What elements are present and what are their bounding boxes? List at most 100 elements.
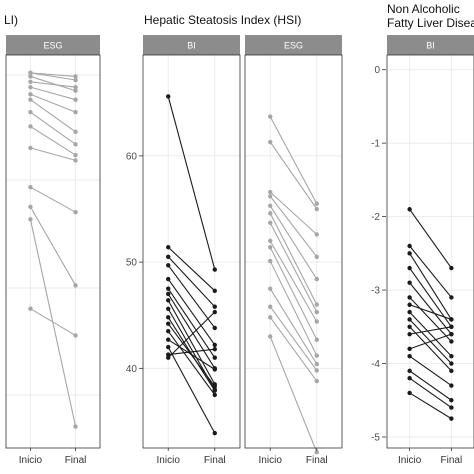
y-tick-label: 60	[126, 151, 138, 162]
hsi-plot-title: Hepatic Steatosis Index (HSI)	[144, 13, 301, 27]
data-point-final	[212, 309, 217, 315]
series-line	[269, 191, 318, 235]
data-point-final	[314, 232, 319, 237]
series-line	[409, 392, 452, 420]
series-line	[30, 99, 76, 133]
series-line	[167, 330, 216, 396]
data-point-final	[73, 84, 78, 90]
data-point-inicio	[268, 211, 273, 216]
data-point-inicio	[407, 376, 412, 381]
data-point-final	[212, 304, 217, 309]
data-point-inicio	[407, 346, 412, 352]
series-1	[166, 245, 217, 293]
data-point-final	[314, 378, 319, 384]
series-line	[30, 125, 76, 156]
series-line	[409, 253, 452, 320]
series-11	[268, 304, 319, 373]
data-point-final	[314, 276, 319, 282]
data-point-final	[212, 267, 217, 272]
series-10	[28, 184, 78, 215]
series-line	[29, 219, 77, 427]
data-point-inicio	[166, 298, 171, 303]
x-tick-label-final: Final	[441, 455, 463, 466]
x-tick-label-inicio: Inicio	[157, 455, 181, 466]
data-point-final	[449, 405, 454, 410]
data-point-inicio	[166, 286, 171, 291]
data-point-inicio	[268, 258, 273, 264]
series-10	[268, 286, 319, 367]
x-tick-label-inicio: Inicio	[398, 455, 422, 466]
panel-esg: ESG Inicio Final	[5, 35, 101, 466]
series-line	[30, 72, 76, 81]
series-11	[28, 204, 78, 288]
series-8	[28, 124, 78, 158]
y-tick-label: -1	[371, 139, 380, 150]
series-9	[407, 324, 454, 374]
series-line	[167, 311, 216, 359]
series-8	[268, 245, 319, 342]
series-line	[30, 86, 76, 101]
panel-strip	[143, 35, 240, 55]
y-tick-label: 50	[126, 258, 138, 269]
chart-0: ESG Inicio Final	[5, 35, 101, 466]
data-point-inicio	[268, 189, 273, 195]
series-line	[167, 339, 216, 370]
series-7	[407, 309, 454, 359]
data-point-final	[212, 325, 217, 331]
series-7	[268, 238, 319, 324]
x-tick-label-inicio: Inicio	[19, 455, 43, 466]
data-point-final	[73, 88, 78, 93]
series-line	[167, 96, 216, 270]
series-line	[167, 346, 216, 434]
series-line	[30, 75, 76, 92]
series-line	[167, 256, 216, 308]
data-point-final	[449, 295, 454, 300]
data-point-final	[73, 142, 78, 147]
data-point-final	[212, 288, 217, 293]
series-14	[166, 347, 217, 357]
series-line	[167, 300, 216, 385]
data-point-final	[449, 353, 454, 359]
data-point-final	[73, 283, 78, 288]
data-point-inicio	[407, 368, 412, 374]
data-point-final	[73, 129, 78, 135]
data-point-inicio	[166, 263, 171, 268]
data-point-final	[212, 347, 217, 352]
data-point-inicio	[407, 309, 412, 315]
series-12	[407, 353, 454, 388]
data-point-inicio	[166, 291, 171, 297]
series-11	[166, 328, 217, 398]
data-point-final	[314, 319, 319, 324]
series-line	[167, 264, 216, 329]
data-point-inicio	[268, 114, 273, 119]
data-point-inicio	[166, 352, 171, 357]
data-point-inicio	[268, 304, 273, 309]
series-line	[409, 370, 452, 401]
data-point-inicio	[268, 334, 273, 339]
data-point-final	[449, 383, 454, 388]
data-point-inicio	[407, 243, 412, 249]
data-point-inicio	[166, 337, 171, 342]
data-point-inicio	[407, 251, 412, 256]
panel-bi: BI Inicio Final	[142, 35, 241, 466]
nafld-plot-title-line2: Fatty Liver Diseas	[387, 16, 474, 30]
series-13	[166, 344, 217, 436]
x-tick-label-final: Final	[204, 455, 226, 466]
series-6	[28, 97, 78, 135]
chart-2: 0 -1 -2 -3 -4 -5 BI Inicio Final	[371, 35, 474, 466]
panel-strip	[387, 35, 474, 55]
data-point-final	[314, 206, 319, 212]
data-point-inicio	[268, 220, 273, 226]
series-1	[407, 243, 454, 300]
series-7	[28, 109, 78, 147]
panel-strip-label: ESG	[284, 41, 303, 51]
data-point-inicio	[28, 92, 33, 97]
series-5	[166, 286, 217, 360]
series-line	[409, 355, 452, 387]
series-5	[28, 92, 78, 115]
panel-strip	[6, 35, 100, 55]
series-line	[269, 288, 318, 365]
series-line	[269, 306, 318, 371]
data-point-inicio	[407, 265, 412, 271]
series-13	[407, 368, 454, 403]
